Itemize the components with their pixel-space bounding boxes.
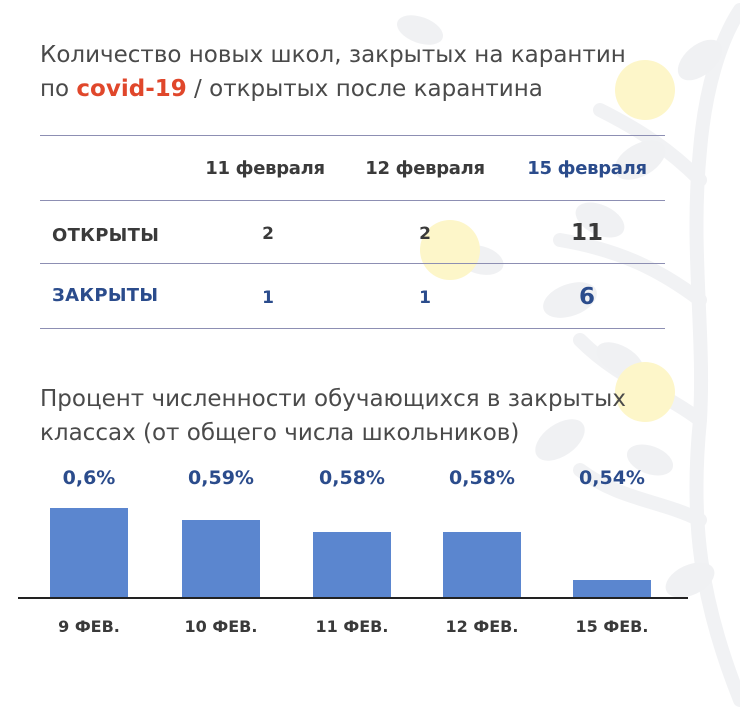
bar-4 [443, 532, 521, 598]
cell-closed-feb12: 1 [419, 288, 431, 308]
table-title: Количество новых школ, закрытых на каран… [40, 38, 700, 106]
cell-opened-feb12: 2 [419, 224, 431, 244]
chart-title: Процент численности обучающихся в закрыт… [40, 382, 700, 450]
cell-opened-feb11: 2 [262, 224, 274, 244]
chart-title-line2: классах (от общего числа школьников) [40, 420, 520, 446]
row-label-opened: ОТКРЫТЫ [52, 225, 160, 246]
row-label-closed: ЗАКРЫТЫ [52, 285, 159, 306]
value-label-4: 0,58% [449, 467, 515, 489]
cell-closed-feb11: 1 [262, 288, 274, 308]
table-rule-header [40, 200, 665, 201]
table-title-line1: Количество новых школ, закрытых на каран… [40, 42, 626, 68]
category-label-1: 9 ФЕВ. [58, 617, 120, 636]
table-title-prefix: по [40, 76, 77, 102]
column-header-feb15: 15 февраля [527, 158, 647, 179]
value-label-1: 0,6% [63, 467, 116, 489]
category-label-5: 15 ФЕВ. [576, 617, 649, 636]
column-header-feb12: 12 февраля [365, 158, 485, 179]
value-label-2: 0,59% [188, 467, 254, 489]
category-label-3: 11 ФЕВ. [316, 617, 389, 636]
bar-3 [313, 532, 391, 598]
bar-5 [573, 580, 651, 598]
table-rule-bottom [40, 328, 665, 329]
cell-closed-feb15: 6 [578, 284, 595, 310]
table-rule-middle [40, 263, 665, 264]
bar-chart: 0,6% 9 ФЕВ. 0,59% 10 ФЕВ. 0,58% 11 ФЕВ. 0,58% 1… [18, 467, 688, 636]
category-label-4: 12 ФЕВ. [446, 617, 519, 636]
bar-2 [182, 520, 260, 598]
table-title-suffix: / открытых после карантина [186, 76, 543, 102]
column-header-feb11: 11 февраля [205, 158, 325, 179]
table-rule-top [40, 135, 665, 136]
value-label-3: 0,58% [319, 467, 385, 489]
value-label-5: 0,54% [579, 467, 645, 489]
covid-highlight: covid-19 [76, 76, 187, 102]
bar-1 [50, 508, 128, 598]
cell-opened-feb15: 11 [570, 220, 603, 246]
category-label-2: 10 ФЕВ. [185, 617, 258, 636]
chart-title-line1: Процент численности обучающихся в закрыт… [40, 386, 626, 412]
